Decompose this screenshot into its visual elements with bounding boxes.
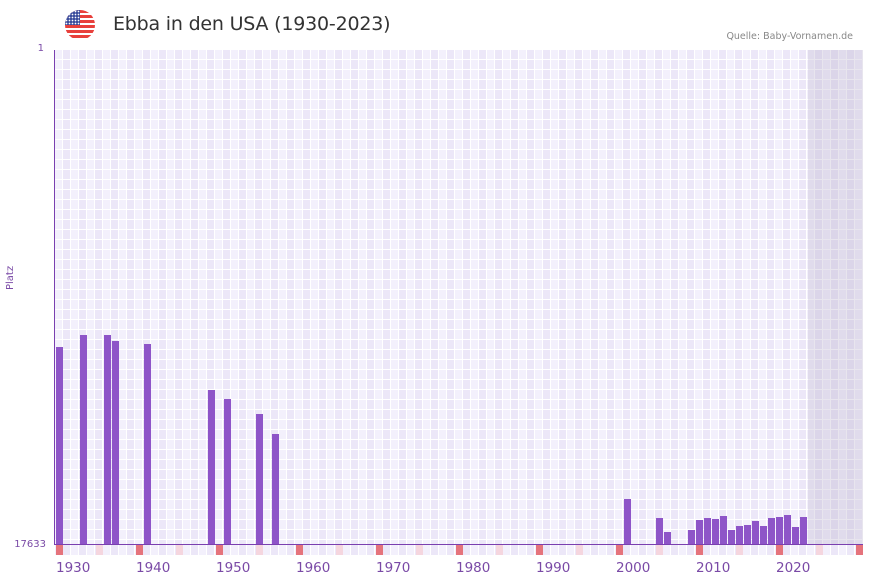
decade-marker — [456, 545, 463, 555]
future-shading — [808, 50, 863, 545]
half-decade-marker — [256, 545, 263, 555]
bar-2019[interactable] — [768, 517, 775, 545]
x-axis-label: 1980 — [456, 560, 491, 576]
bar-1930[interactable] — [56, 346, 63, 545]
bar-2009[interactable] — [688, 530, 695, 545]
bar-2001[interactable] — [624, 499, 631, 545]
bar-2011[interactable] — [704, 517, 711, 545]
y-axis-title: Platz — [5, 265, 16, 290]
bar-2014[interactable] — [728, 530, 735, 545]
decade-marker — [216, 545, 223, 555]
bar-2020[interactable] — [776, 517, 783, 545]
decade-marker — [696, 545, 703, 555]
x-axis-label: 2020 — [776, 560, 811, 576]
bar-2006[interactable] — [664, 532, 671, 545]
decade-marker — [376, 545, 383, 555]
bar-2023[interactable] — [800, 517, 807, 545]
decade-marker — [56, 545, 63, 555]
bar-1936[interactable] — [104, 334, 111, 545]
bar-2022[interactable] — [792, 526, 799, 545]
x-axis-label: 1930 — [56, 560, 91, 576]
bar-1941[interactable] — [144, 343, 151, 545]
bar-1937[interactable] — [112, 341, 119, 545]
us-flag-icon — [65, 10, 95, 40]
y-axis-line — [54, 50, 55, 545]
half-decade-marker — [576, 545, 583, 555]
bar-2016[interactable] — [744, 524, 751, 545]
bar-1949[interactable] — [208, 389, 215, 545]
decade-marker — [136, 545, 143, 555]
half-decade-marker — [176, 545, 183, 555]
x-axis-line — [55, 544, 863, 545]
bar-2021[interactable] — [784, 515, 791, 545]
half-decade-marker — [656, 545, 663, 555]
decade-marker — [536, 545, 543, 555]
bar-1957[interactable] — [272, 434, 279, 545]
x-axis-label: 1990 — [536, 560, 571, 576]
bar-2013[interactable] — [720, 515, 727, 545]
decade-marker — [776, 545, 783, 555]
bar-1951[interactable] — [224, 398, 231, 545]
x-axis-label: 1950 — [216, 560, 251, 576]
bar-2015[interactable] — [736, 526, 743, 545]
half-decade-marker — [816, 545, 823, 555]
decade-marker — [296, 545, 303, 555]
half-decade-marker — [336, 545, 343, 555]
bar-2005[interactable] — [656, 517, 663, 545]
bar-2012[interactable] — [712, 519, 719, 545]
bar-1955[interactable] — [256, 414, 263, 545]
bar-1933[interactable] — [80, 334, 87, 545]
source-link[interactable]: Quelle: Baby-Vornamen.de — [726, 31, 853, 42]
decade-marker — [856, 545, 863, 555]
chart-title: Ebba in den USA (1930-2023) — [113, 13, 391, 35]
decade-marker — [616, 545, 623, 555]
half-decade-marker — [496, 545, 503, 555]
half-decade-marker — [416, 545, 423, 555]
x-axis-label: 1960 — [296, 560, 331, 576]
bar-2018[interactable] — [760, 526, 767, 545]
half-decade-marker — [736, 545, 743, 555]
year-marker-strip — [55, 545, 863, 555]
x-axis-label: 2010 — [696, 560, 731, 576]
x-axis-label: 2000 — [616, 560, 651, 576]
bar-2010[interactable] — [696, 519, 703, 545]
y-axis-top-label: 1 — [37, 43, 44, 54]
plot-area — [55, 50, 863, 545]
bar-2017[interactable] — [752, 521, 759, 545]
y-axis-bottom-label: 17633 — [14, 539, 46, 550]
x-axis-label: 1940 — [136, 560, 171, 576]
half-decade-marker — [96, 545, 103, 555]
x-axis-label: 1970 — [376, 560, 411, 576]
